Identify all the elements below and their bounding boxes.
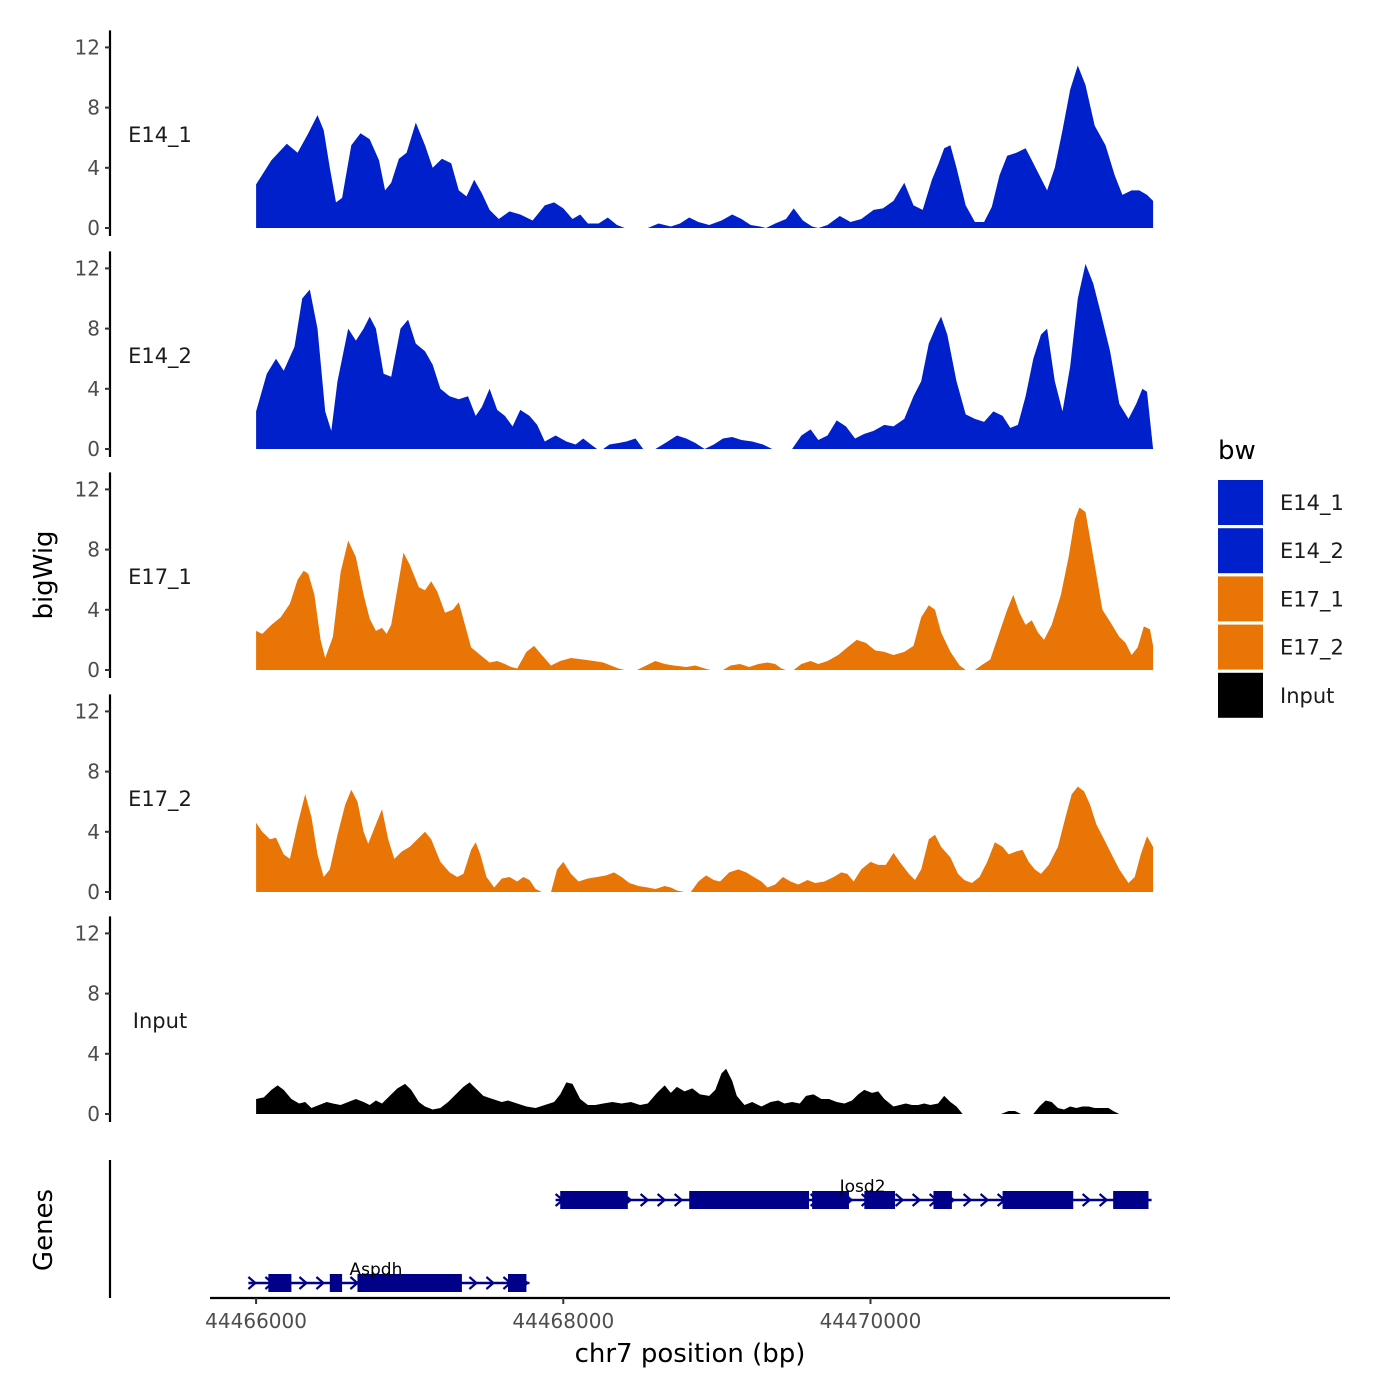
legend-swatch-e14_2	[1218, 528, 1263, 574]
track-label: E14_2	[128, 344, 192, 369]
strand-arrow	[247, 1276, 258, 1290]
y-tick-label: 12	[75, 699, 100, 723]
signal-tracks: 0 4 8 12 E14_1 0 4 8 12 E14_2 0 4 8 12 E17_1 0 4 8 12 E17_2…	[75, 30, 1154, 1126]
y-tick-label: 12	[75, 477, 100, 501]
track-e14_1: 0 4 8 12 E14_1	[75, 30, 1154, 240]
area-e17_2	[256, 786, 1154, 892]
strand-arrow	[349, 1276, 360, 1290]
legend-label-input: Input	[1280, 684, 1334, 708]
exon	[1113, 1191, 1149, 1209]
legend-label-e14_1: E14_1	[1280, 491, 1344, 516]
y-tick-label: 0	[87, 437, 100, 461]
strand-arrow	[911, 1193, 922, 1207]
y-tick-label: 12	[75, 256, 100, 280]
area-e14_2	[256, 263, 1154, 449]
strand-arrow	[1081, 1193, 1092, 1207]
track-e17_2: 0 4 8 12 E17_2	[75, 694, 1154, 904]
x-tick-label: 44466000	[205, 1309, 307, 1333]
track-label: Input	[133, 1009, 187, 1033]
track-input: 0 4 8 12 Input	[75, 916, 1120, 1126]
x-tick-label: 44468000	[512, 1309, 614, 1333]
y-tick-label: 0	[87, 216, 100, 240]
strand-arrow	[639, 1193, 650, 1207]
exon	[812, 1191, 849, 1209]
y-tick-label: 8	[87, 982, 100, 1006]
genes-axis-title: Genes	[29, 1189, 59, 1271]
strand-arrow	[656, 1193, 667, 1207]
legend: bw E14_1 E14_2 E17_1 E17_2 Input	[1218, 436, 1344, 718]
exon	[689, 1191, 810, 1209]
strand-arrow	[894, 1193, 905, 1207]
legend-title: bw	[1218, 436, 1256, 466]
gene-aspdh: Aspdh	[247, 1260, 530, 1292]
track-label: E14_1	[128, 123, 192, 148]
y-tick-label: 8	[87, 760, 100, 784]
gene-label: Josd2	[839, 1177, 886, 1197]
track-e14_2: 0 4 8 12 E14_2	[75, 251, 1154, 461]
track-e17_1: 0 4 8 12 E17_1	[75, 472, 1154, 682]
y-tick-label: 8	[87, 538, 100, 562]
exon	[864, 1191, 896, 1209]
x-tick-label: 44470000	[820, 1309, 922, 1333]
exon	[268, 1274, 292, 1292]
y-tick-label: 0	[87, 658, 100, 682]
y-tick-label: 4	[87, 156, 100, 180]
track-label: E17_1	[128, 565, 192, 590]
legend-swatch-e14_1	[1218, 480, 1263, 525]
gene-label: Aspdh	[350, 1260, 403, 1280]
area-e17_1	[256, 507, 1154, 670]
strand-arrow	[1098, 1193, 1109, 1207]
y-tick-label: 12	[75, 35, 100, 59]
strand-arrow	[485, 1276, 496, 1290]
x-axis-title: chr7 position (bp)	[575, 1339, 806, 1369]
legend-label-e17_1: E17_1	[1280, 587, 1344, 612]
exon	[507, 1274, 527, 1292]
y-tick-label: 12	[75, 921, 100, 945]
strand-arrow	[979, 1193, 990, 1207]
gene-track: Aspdh Josd2	[108, 1160, 1152, 1298]
y-tick-label: 8	[87, 317, 100, 341]
area-e14_1	[256, 65, 1154, 228]
legend-swatch-input	[1218, 672, 1263, 718]
y-axis-title: bigWig	[29, 530, 59, 619]
y-tick-label: 4	[87, 598, 100, 622]
strand-arrow	[315, 1276, 326, 1290]
y-tick-label: 0	[87, 1102, 100, 1126]
gene-josd2: Josd2	[554, 1177, 1152, 1209]
exon	[1002, 1191, 1074, 1209]
y-tick-label: 4	[87, 820, 100, 844]
legend-swatch-e17_2	[1218, 624, 1263, 670]
legend-label-e14_2: E14_2	[1280, 539, 1344, 564]
x-axis: 44466000 44468000 44470000	[205, 1296, 1170, 1333]
strand-arrow	[673, 1193, 684, 1207]
y-tick-label: 4	[87, 377, 100, 401]
area-input	[256, 1068, 1120, 1114]
strand-arrow	[962, 1193, 973, 1207]
exon	[933, 1191, 952, 1209]
legend-swatch-e17_1	[1218, 576, 1263, 622]
exon	[357, 1274, 462, 1292]
legend-label-e17_2: E17_2	[1280, 636, 1344, 661]
strand-arrow	[298, 1276, 309, 1290]
exon	[560, 1191, 628, 1209]
y-tick-label: 8	[87, 96, 100, 120]
track-label: E17_2	[128, 787, 192, 812]
y-tick-label: 4	[87, 1042, 100, 1066]
strand-arrow	[468, 1276, 479, 1290]
y-tick-label: 0	[87, 880, 100, 904]
exon	[329, 1274, 343, 1292]
